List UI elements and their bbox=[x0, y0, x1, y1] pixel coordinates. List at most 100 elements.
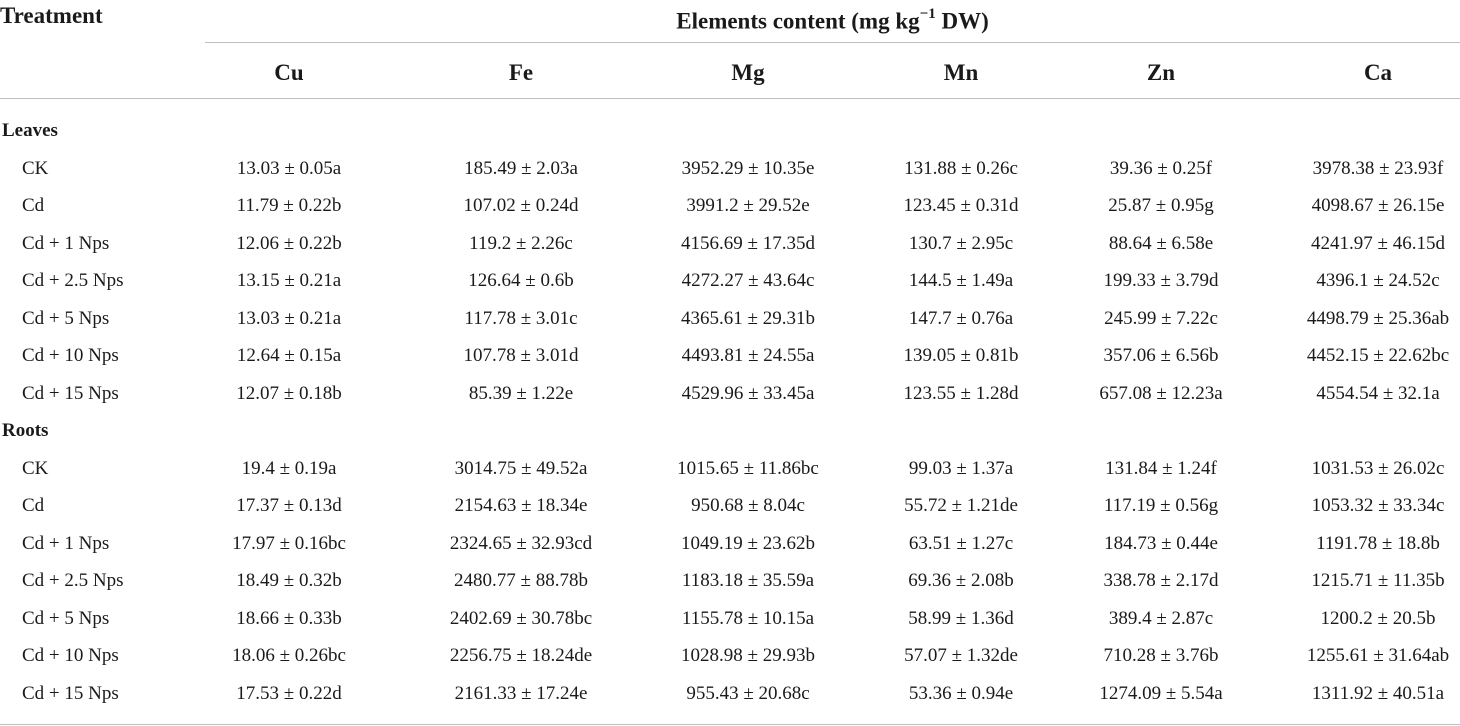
value-cell-fe: 85.39 ± 1.22e bbox=[468, 382, 574, 404]
value-cell-fe: 2402.69 ± 30.78bc bbox=[449, 607, 593, 629]
value-cell-mn: 130.7 ± 2.95c bbox=[908, 232, 1014, 254]
value-cell-mn: 123.55 ± 1.28d bbox=[903, 382, 1019, 404]
treatment-cell: Cd + 15 Nps bbox=[22, 682, 119, 704]
value-cell-zn: 39.36 ± 0.25f bbox=[1109, 157, 1213, 179]
value-cell-fe: 2256.75 ± 18.24de bbox=[449, 645, 593, 666]
value-cell-mg: 3991.2 ± 29.52e bbox=[686, 195, 810, 216]
value-cell-zn: 199.33 ± 3.79d bbox=[1103, 270, 1219, 291]
value-cell-ca: 4098.67 ± 26.15e bbox=[1311, 195, 1445, 216]
value-cell-mg: 4156.69 ± 17.35d bbox=[681, 232, 815, 254]
section-row-leaves: Leaves bbox=[0, 112, 1460, 149]
value-cell-cu: 12.07 ± 0.18b bbox=[236, 382, 342, 404]
table-row: Cd + 1 Nps 17.97 ± 0.16bc 2324.65 ± 32.93c… bbox=[0, 525, 1460, 562]
column-headers: Cu Fe Mg Mn Zn Ca bbox=[205, 58, 1460, 88]
elements-header-text: Elements content (mg kg bbox=[676, 8, 920, 34]
value-cell-ca: 1031.53 ± 26.02c bbox=[1311, 457, 1445, 479]
value-cell-mn: 147.7 ± 0.76a bbox=[908, 307, 1014, 329]
treatment-cell: Cd + 15 Nps bbox=[22, 382, 119, 404]
column-header-mn: Mn bbox=[943, 60, 979, 85]
treatment-cell: Cd + 10 Nps bbox=[22, 645, 119, 666]
value-cell-mn: 131.88 ± 0.26c bbox=[904, 157, 1018, 179]
value-cell-cu: 13.03 ± 0.21a bbox=[236, 307, 342, 329]
treatment-cell: Cd + 10 Nps bbox=[22, 345, 119, 366]
column-header-cu: Cu bbox=[274, 60, 304, 85]
value-cell-fe: 119.2 ± 2.26c bbox=[469, 232, 573, 254]
value-cell-mg: 4272.27 ± 43.64c bbox=[681, 270, 815, 291]
elements-header-unit: DW) bbox=[935, 8, 989, 34]
table-row: Cd + 5 Nps 13.03 ± 0.21a 117.78 ± 3.01c 436… bbox=[0, 300, 1460, 337]
value-cell-zn: 131.84 ± 1.24f bbox=[1105, 457, 1217, 479]
value-cell-ca: 4396.1 ± 24.52c bbox=[1316, 270, 1440, 291]
value-cell-cu: 19.4 ± 0.19a bbox=[241, 457, 337, 479]
section-label: Leaves bbox=[2, 120, 58, 141]
column-header-zn: Zn bbox=[1146, 60, 1176, 85]
value-cell-zn: 184.73 ± 0.44e bbox=[1104, 532, 1218, 554]
treatment-cell: Cd bbox=[22, 195, 45, 216]
value-cell-ca: 4241.97 ± 46.15d bbox=[1311, 232, 1445, 254]
value-cell-ca: 1053.32 ± 33.34c bbox=[1311, 495, 1445, 516]
value-cell-mn: 123.45 ± 0.31d bbox=[903, 195, 1019, 216]
value-cell-fe: 2324.65 ± 32.93cd bbox=[449, 532, 593, 554]
value-cell-mg: 955.43 ± 20.68c bbox=[686, 682, 810, 704]
header-bottom-rule bbox=[0, 98, 1460, 99]
value-cell-zn: 338.78 ± 2.17d bbox=[1103, 570, 1219, 591]
value-cell-fe: 117.78 ± 3.01c bbox=[464, 307, 578, 329]
value-cell-cu: 12.64 ± 0.15a bbox=[236, 345, 342, 366]
table-row: Cd + 10 Nps 18.06 ± 0.26bc 2256.75 ± 18.24… bbox=[0, 637, 1460, 674]
value-cell-mg: 4529.96 ± 33.45a bbox=[681, 382, 815, 404]
value-cell-cu: 17.37 ± 0.13d bbox=[236, 495, 342, 516]
table-bottom-rule bbox=[0, 724, 1460, 725]
value-cell-mn: 57.07 ± 1.32de bbox=[904, 645, 1018, 666]
treatment-cell: Cd + 1 Nps bbox=[22, 532, 110, 554]
value-cell-mn: 53.36 ± 0.94e bbox=[908, 682, 1014, 704]
value-cell-ca: 4452.15 ± 22.62bc bbox=[1306, 345, 1450, 366]
value-cell-mg: 1155.78 ± 10.15a bbox=[681, 607, 815, 629]
value-cell-cu: 12.06 ± 0.22b bbox=[236, 232, 342, 254]
treatment-cell: CK bbox=[22, 157, 49, 179]
column-header-mg: Mg bbox=[731, 60, 765, 85]
value-cell-zn: 245.99 ± 7.22c bbox=[1104, 307, 1218, 329]
value-cell-cu: 13.03 ± 0.05a bbox=[236, 157, 342, 179]
table-row: Cd + 2.5 Nps 13.15 ± 0.21a 126.64 ± 0.6b 42… bbox=[0, 262, 1460, 299]
table-row: CK 19.4 ± 0.19a 3014.75 ± 49.52a 1015.65 ± … bbox=[0, 450, 1460, 487]
value-cell-ca: 4498.79 ± 25.36ab bbox=[1306, 307, 1450, 329]
value-cell-ca: 1311.92 ± 40.51a bbox=[1311, 682, 1445, 704]
value-cell-mn: 99.03 ± 1.37a bbox=[908, 457, 1014, 479]
value-cell-fe: 2154.63 ± 18.34e bbox=[454, 495, 588, 516]
value-cell-mn: 139.05 ± 0.81b bbox=[903, 345, 1019, 366]
value-cell-cu: 11.79 ± 0.22b bbox=[236, 195, 342, 216]
value-cell-cu: 17.53 ± 0.22d bbox=[236, 682, 342, 704]
treatment-column-header: Treatment bbox=[0, 3, 103, 28]
value-cell-mg: 1183.18 ± 35.59a bbox=[681, 570, 815, 591]
treatment-cell: Cd + 2.5 Nps bbox=[22, 270, 124, 291]
value-cell-cu: 17.97 ± 0.16bc bbox=[232, 532, 346, 554]
table-row: Cd + 5 Nps 18.66 ± 0.33b 2402.69 ± 30.78bc… bbox=[0, 600, 1460, 637]
column-header-ca: Ca bbox=[1363, 60, 1393, 85]
value-cell-zn: 117.19 ± 0.56g bbox=[1103, 495, 1219, 516]
value-cell-fe: 2161.33 ± 17.24e bbox=[454, 682, 588, 704]
value-cell-mn: 144.5 ± 1.49a bbox=[908, 270, 1014, 291]
table-row: Cd + 10 Nps 12.64 ± 0.15a 107.78 ± 3.01d 44… bbox=[0, 337, 1460, 374]
value-cell-fe: 185.49 ± 2.03a bbox=[464, 157, 578, 179]
value-cell-zn: 1274.09 ± 5.54a bbox=[1099, 682, 1223, 704]
value-cell-mg: 3952.29 ± 10.35e bbox=[681, 157, 815, 179]
value-cell-mn: 69.36 ± 2.08b bbox=[908, 570, 1014, 591]
value-cell-zn: 710.28 ± 3.76b bbox=[1103, 645, 1219, 666]
value-cell-mn: 55.72 ± 1.21de bbox=[904, 495, 1018, 516]
value-cell-cu: 18.66 ± 0.33b bbox=[236, 607, 342, 629]
treatment-cell: Cd + 2.5 Nps bbox=[22, 570, 124, 591]
value-cell-zn: 389.4 ± 2.87c bbox=[1108, 607, 1214, 629]
value-cell-mg: 4365.61 ± 29.31b bbox=[681, 307, 815, 329]
value-cell-ca: 1255.61 ± 31.64ab bbox=[1306, 645, 1450, 666]
table-row: CK 13.03 ± 0.05a 185.49 ± 2.03a 3952.29 ± 1… bbox=[0, 150, 1460, 187]
table-row: Cd + 15 Nps 17.53 ± 0.22d 2161.33 ± 17.24e… bbox=[0, 675, 1460, 712]
treatment-cell: CK bbox=[22, 457, 49, 479]
value-cell-ca: 4554.54 ± 32.1a bbox=[1316, 382, 1440, 404]
table-row: Cd + 1 Nps 12.06 ± 0.22b 119.2 ± 2.26c 4156… bbox=[0, 225, 1460, 262]
treatment-cell: Cd + 1 Nps bbox=[22, 232, 110, 254]
section-row-roots: Roots bbox=[0, 412, 1460, 449]
section-label: Roots bbox=[2, 420, 49, 441]
table-row: Cd + 15 Nps 12.07 ± 0.18b 85.39 ± 1.22e 452… bbox=[0, 375, 1460, 412]
value-cell-ca: 1215.71 ± 11.35b bbox=[1311, 570, 1445, 591]
value-cell-zn: 88.64 ± 6.58e bbox=[1108, 232, 1214, 254]
